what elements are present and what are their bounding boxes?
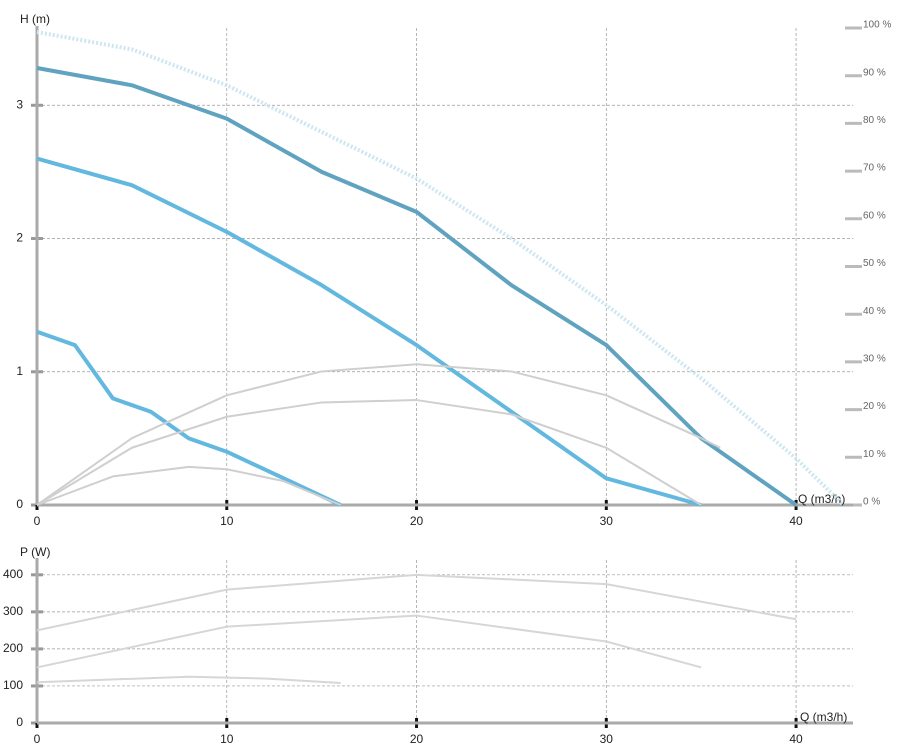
y-tick-label: 3 [16,97,23,111]
x-tick-label: 10 [220,732,234,746]
y-tick-label: 2 [16,231,23,245]
series-line [36,573,797,632]
x-tick-label: 20 [410,514,424,528]
series-line [36,614,702,669]
y-tick-label: 300 [3,604,23,618]
x-tick-label: 30 [600,514,614,528]
y-tick-label: 1 [16,364,23,378]
series-line [36,465,342,506]
y2-tick-label: 0 % [863,497,880,508]
series-line [36,399,702,506]
y2-tick-label: 20 % [863,401,886,412]
y2-tick-label: 70 % [863,163,886,174]
x-tick-label: 10 [220,514,234,528]
series-line [36,156,702,507]
y2-tick-label: 60 % [863,210,886,221]
series-line [36,30,845,507]
y-tick-label: 400 [3,567,23,581]
x-axis-label: Q (m3/h) [798,492,845,506]
y-axis-label: H (m) [20,12,50,26]
x-tick-label: 40 [789,732,803,746]
y-tick-label: 100 [3,678,23,692]
x-axis-label: Q (m3/h) [800,710,847,724]
series-line [36,675,341,684]
series-line [36,66,798,507]
y-tick-label: 200 [3,641,23,655]
x-tick-label: 30 [600,732,614,746]
y2-tick-label: 30 % [863,354,886,365]
x-tick-label: 20 [410,732,424,746]
series-line [36,363,721,506]
y2-tick-label: 50 % [863,258,886,269]
y2-tick-label: 40 % [863,306,886,317]
y-axis-label: P (W) [20,545,50,559]
series-line [36,329,342,507]
y-tick-label: 0 [16,497,23,511]
x-tick-label: 0 [34,732,41,746]
y-tick-label: 0 [16,715,23,729]
x-tick-label: 0 [34,514,41,528]
y2-tick-label: 80 % [863,115,886,126]
y2-tick-label: 100 % [863,20,891,31]
y2-tick-label: 10 % [863,449,886,460]
y2-tick-label: 90 % [863,67,886,78]
x-tick-label: 40 [789,514,803,528]
